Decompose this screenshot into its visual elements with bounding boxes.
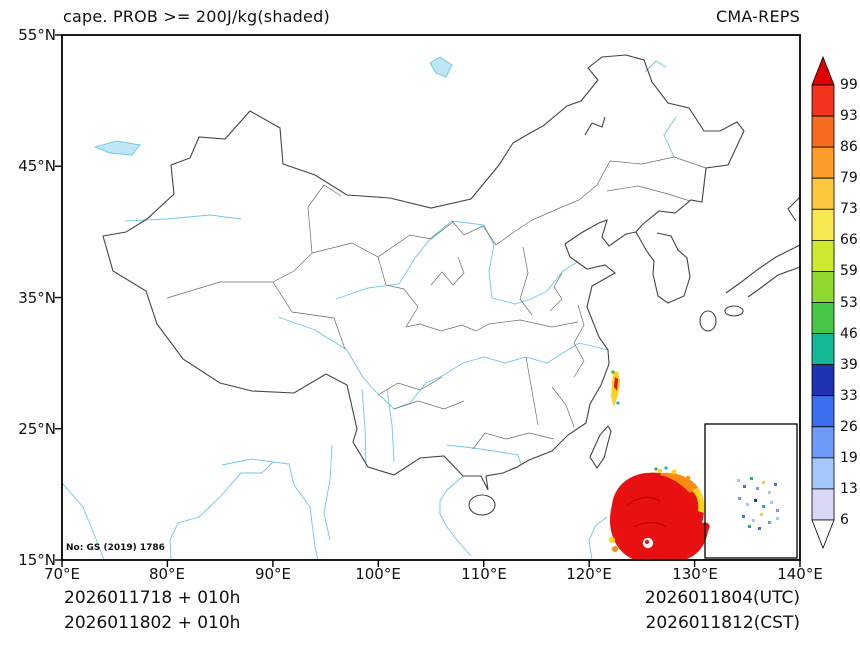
colorbar-segment <box>811 333 835 366</box>
pearl-river <box>446 444 522 465</box>
footer-valid-cst: 2026011812(CST) <box>645 613 800 633</box>
ticks-group <box>55 34 801 567</box>
japan-honshu <box>725 244 800 294</box>
cb-label-19: 19 <box>840 450 858 466</box>
cb-label-13: 13 <box>840 481 858 497</box>
lon-label-100e: 100°E <box>355 565 401 583</box>
tarim-river <box>124 214 242 222</box>
ganges-river <box>221 458 274 466</box>
irrawaddy-river <box>323 444 333 541</box>
cb-label-86: 86 <box>840 139 858 155</box>
luzon-coast <box>588 516 608 560</box>
lat-label-45n: 45°N <box>18 157 56 175</box>
cb-label-66: 66 <box>840 232 858 248</box>
colorbar-segment <box>811 364 835 397</box>
colorbar-segment <box>811 488 835 521</box>
colorbar-segment <box>811 457 835 490</box>
korea-coast <box>635 231 691 304</box>
colorbar-group <box>811 55 835 550</box>
colorbar-segment <box>811 177 835 210</box>
cb-label-39: 39 <box>840 357 858 373</box>
japan-honshu-south <box>747 266 800 298</box>
lon-label-120e: 120°E <box>566 565 612 583</box>
model-name: CMA-REPS <box>716 7 800 26</box>
colorbar-segment <box>811 395 835 428</box>
colorbar-over-triangle <box>811 55 835 86</box>
japan-hokkaido-tip <box>787 196 800 222</box>
map-credit-note: No: GS (2019) 1786 <box>66 543 165 553</box>
japan-shikoku <box>724 305 744 317</box>
rivers-group <box>62 56 677 560</box>
footer-valid-utc: 2026011804(UTC) <box>644 588 800 608</box>
footer-init-utc: 2026011718 + 010h <box>64 588 241 608</box>
provinces-group <box>166 156 707 450</box>
lon-label-110e: 110°E <box>461 565 507 583</box>
taiwan-coast <box>589 425 612 469</box>
japan-kyushu <box>699 310 717 332</box>
cb-label-93: 93 <box>840 108 858 124</box>
colorbar-segment <box>811 302 835 335</box>
colorbar-segment <box>811 115 835 148</box>
colorbar-segment <box>811 270 835 303</box>
coastlines-group <box>102 54 800 516</box>
lake-baikal <box>429 56 453 78</box>
colorbar-segment <box>811 208 835 241</box>
amur-river <box>644 60 667 73</box>
cb-label-46: 46 <box>840 326 858 342</box>
footer-init-cst: 2026011802 + 010h <box>64 613 241 633</box>
salween-river <box>386 388 395 463</box>
colorbar-segment <box>811 426 835 459</box>
lat-label-55n: 55°N <box>18 26 56 44</box>
lon-label-90e: 90°E <box>254 565 292 583</box>
cb-label-53: 53 <box>840 295 858 311</box>
cb-label-33: 33 <box>840 388 858 404</box>
colorbar-under-triangle <box>811 519 835 550</box>
cb-label-73: 73 <box>840 201 858 217</box>
bay-of-bengal-coast <box>169 461 319 560</box>
cb-label-6: 6 <box>840 512 849 528</box>
vietnam-coast <box>439 475 472 557</box>
lat-label-35n: 35°N <box>18 289 56 307</box>
lon-label-70e: 70°E <box>43 565 81 583</box>
yangtze-river <box>277 316 609 410</box>
speckles-group <box>737 477 779 530</box>
lon-label-80e: 80°E <box>148 565 186 583</box>
india-west-coast <box>62 482 105 560</box>
scs-inset-box <box>704 423 798 559</box>
cb-label-79: 79 <box>840 170 858 186</box>
yellow-river <box>335 220 580 305</box>
chart-title: cape. PROB >= 200J/kg(shaded) <box>63 7 330 26</box>
lon-label-140e: 140°E <box>777 565 823 583</box>
songhua-river <box>663 116 677 158</box>
lat-label-15n: 15°N <box>18 551 56 569</box>
lat-label-25n: 25°N <box>18 420 56 438</box>
hainan-coast <box>468 494 496 516</box>
china-border-path <box>102 54 745 491</box>
colorbar-segment <box>811 239 835 272</box>
cb-label-99: 99 <box>840 77 858 93</box>
colorbar-segment <box>811 84 835 117</box>
lake-balkhash <box>93 140 141 156</box>
cb-label-59: 59 <box>840 263 858 279</box>
geography-layer <box>62 54 800 560</box>
typhoon-blob-group <box>609 466 710 560</box>
small-prob-patch <box>611 370 620 407</box>
colorbar-segment <box>811 146 835 179</box>
cb-label-26: 26 <box>840 419 858 435</box>
lon-label-130e: 130°E <box>672 565 718 583</box>
russia-river-line <box>584 116 606 136</box>
mekong-river <box>361 388 367 469</box>
